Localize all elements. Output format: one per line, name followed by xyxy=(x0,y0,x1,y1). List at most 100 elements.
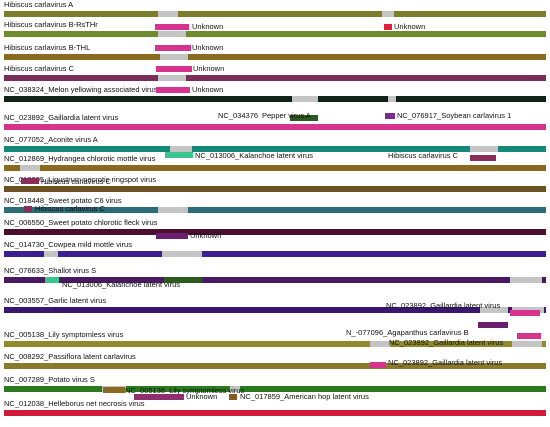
genome-label: NC_038324_Melon yellowing associated vir… xyxy=(4,85,158,94)
match-block xyxy=(156,66,192,72)
match-label: Unknown xyxy=(193,64,225,73)
match-block xyxy=(21,178,39,184)
match-block xyxy=(470,155,496,161)
genome-row: Hibiscus carlavirus C xyxy=(0,64,550,92)
match-block xyxy=(103,387,125,393)
alignment-gap-segment xyxy=(370,341,390,347)
genome-bar xyxy=(4,207,546,213)
genome-label: NC_077052_Aconite virus A xyxy=(4,135,98,144)
match-label: NC_013006_Kalanchoe latent virus xyxy=(195,151,313,160)
match-block xyxy=(24,206,32,212)
genome-label: NC_008292_Passiflora latent carlavirus xyxy=(4,352,136,361)
genome-label: NC_014730_Cowpea mild mottle virus xyxy=(4,240,132,249)
genome-row: Hibiscus carlavirus B-THL xyxy=(0,43,550,71)
match-label: NC_023892_Gaillardia latent virus xyxy=(389,338,504,347)
genome-bar xyxy=(4,96,546,102)
genome-bar xyxy=(4,277,546,283)
match-block xyxy=(229,394,237,400)
match-label: NC_005138_Lily symptomless virus xyxy=(125,386,245,395)
genome-label: NC_005138_Lily symptomless virus xyxy=(4,330,124,339)
genome-bar xyxy=(4,186,546,192)
genome-row: NC_076633_Shallot virus S xyxy=(0,266,550,294)
genome-bar xyxy=(4,251,546,257)
match-label: Unknown xyxy=(192,22,224,31)
match-block xyxy=(370,362,386,368)
match-label: Hibiscus carlavirus C xyxy=(35,204,106,213)
match-label: Unknown xyxy=(192,85,224,94)
alignment-gap-segment xyxy=(230,386,240,392)
match-block xyxy=(290,115,318,121)
alignment-gap-segment xyxy=(382,11,394,17)
match-block xyxy=(45,277,59,283)
match-label: NC_034376 xyxy=(218,111,259,120)
alignment-gap-segment xyxy=(162,251,202,257)
genome-label: NC_007289_Potato virus S xyxy=(4,375,95,384)
alignment-gap-segment xyxy=(158,11,178,17)
genome-row: NC_010305_Ligustrum necrotic ringspot vi… xyxy=(0,175,550,203)
match-block xyxy=(155,24,189,30)
genome-label: NC_006550_Sweet potato chlorotic fleck v… xyxy=(4,218,158,227)
match-block xyxy=(517,333,541,339)
match-label: Unknown xyxy=(192,43,224,52)
genome-label: NC_012038_Helleborus net necrosis virus xyxy=(4,399,145,408)
genome-row: NC_006550_Sweet potato chlorotic fleck v… xyxy=(0,218,550,246)
match-label: Hibiscus carlavirus C xyxy=(388,151,459,160)
genome-bar xyxy=(4,75,546,81)
match-label: Pepper virus A xyxy=(262,111,311,120)
alignment-gap-segment xyxy=(20,165,40,171)
genome-label: NC_012869_Hydrangea chlorotic mottle vir… xyxy=(4,154,156,163)
match-label: Unknown xyxy=(190,231,222,240)
match-block xyxy=(155,45,191,51)
genome-bar xyxy=(4,11,546,17)
match-label: N_-077096_Agapanthus carlavirus B xyxy=(346,328,469,337)
genome-bar xyxy=(4,341,546,347)
genome-row: NC_012869_Hydrangea chlorotic mottle vir… xyxy=(0,154,550,182)
match-block xyxy=(385,113,395,119)
match-label: NC_076917_Soybean carlavirus 1 xyxy=(397,111,512,120)
genome-row: NC_018448_Sweet potato C6 virus xyxy=(0,196,550,224)
genome-label: Hibiscus carlavirus B-RsTHr xyxy=(4,20,98,29)
genome-row: NC_014730_Cowpea mild mottle virus xyxy=(0,240,550,268)
genome-label: NC_003557_Garlic latent virus xyxy=(4,296,107,305)
genome-label: Hibiscus carlavirus A xyxy=(4,0,74,9)
alignment-gap-segment xyxy=(170,146,192,152)
genome-bar xyxy=(4,165,546,171)
alignment-gap-segment xyxy=(158,75,186,81)
match-label: Hibiscus carlavirus C xyxy=(41,177,112,186)
alignment-gap-segment xyxy=(510,277,542,283)
genome-row: NC_038324_Melon yellowing associated vir… xyxy=(0,85,550,113)
genome-bar xyxy=(4,146,546,152)
match-label: Unknown xyxy=(186,392,218,401)
match-label: NC_017859_American hop latent virus xyxy=(240,392,369,401)
genome-row: NC_008292_Passiflora latent carlavirus xyxy=(0,352,550,380)
alignment-gap-segment xyxy=(388,96,396,102)
match-block xyxy=(156,233,188,239)
genome-label: NC_023892_Gaillardia latent virus xyxy=(4,113,119,122)
alignment-gap-segment xyxy=(44,251,58,257)
genome-bar xyxy=(4,229,546,235)
genome-row: Hibiscus carlavirus A xyxy=(0,0,550,28)
match-block xyxy=(165,152,193,158)
alignment-gap-segment xyxy=(158,207,188,213)
match-label: NC_023892_Gaillardia latent virus xyxy=(388,358,503,367)
match-label: NC_023892_Gaillardia latent virus xyxy=(386,301,501,310)
genome-label: NC_076633_Shallot virus S xyxy=(4,266,97,275)
alignment-gap-segment xyxy=(158,31,186,37)
match-block xyxy=(164,277,202,283)
match-block xyxy=(156,87,190,93)
match-block xyxy=(134,394,184,400)
genome-row: NC_023892_Gaillardia latent virus xyxy=(0,113,550,141)
genome-bar xyxy=(4,124,546,130)
alignment-gap-segment xyxy=(470,146,498,152)
alignment-gap-segment xyxy=(160,54,188,60)
genome-bar xyxy=(4,31,546,37)
match-block xyxy=(510,310,540,316)
genome-bar xyxy=(4,363,546,369)
genome-label: NC_010305_Ligustrum necrotic ringspot vi… xyxy=(4,175,157,184)
genome-row: NC_012038_Helleborus net necrosis virus xyxy=(0,399,550,427)
match-label: Unknown xyxy=(394,22,426,31)
match-block xyxy=(478,322,508,328)
match-label: NC_013006_Kalanchoe latent virus xyxy=(62,280,180,289)
alignment-gap-segment xyxy=(292,96,318,102)
